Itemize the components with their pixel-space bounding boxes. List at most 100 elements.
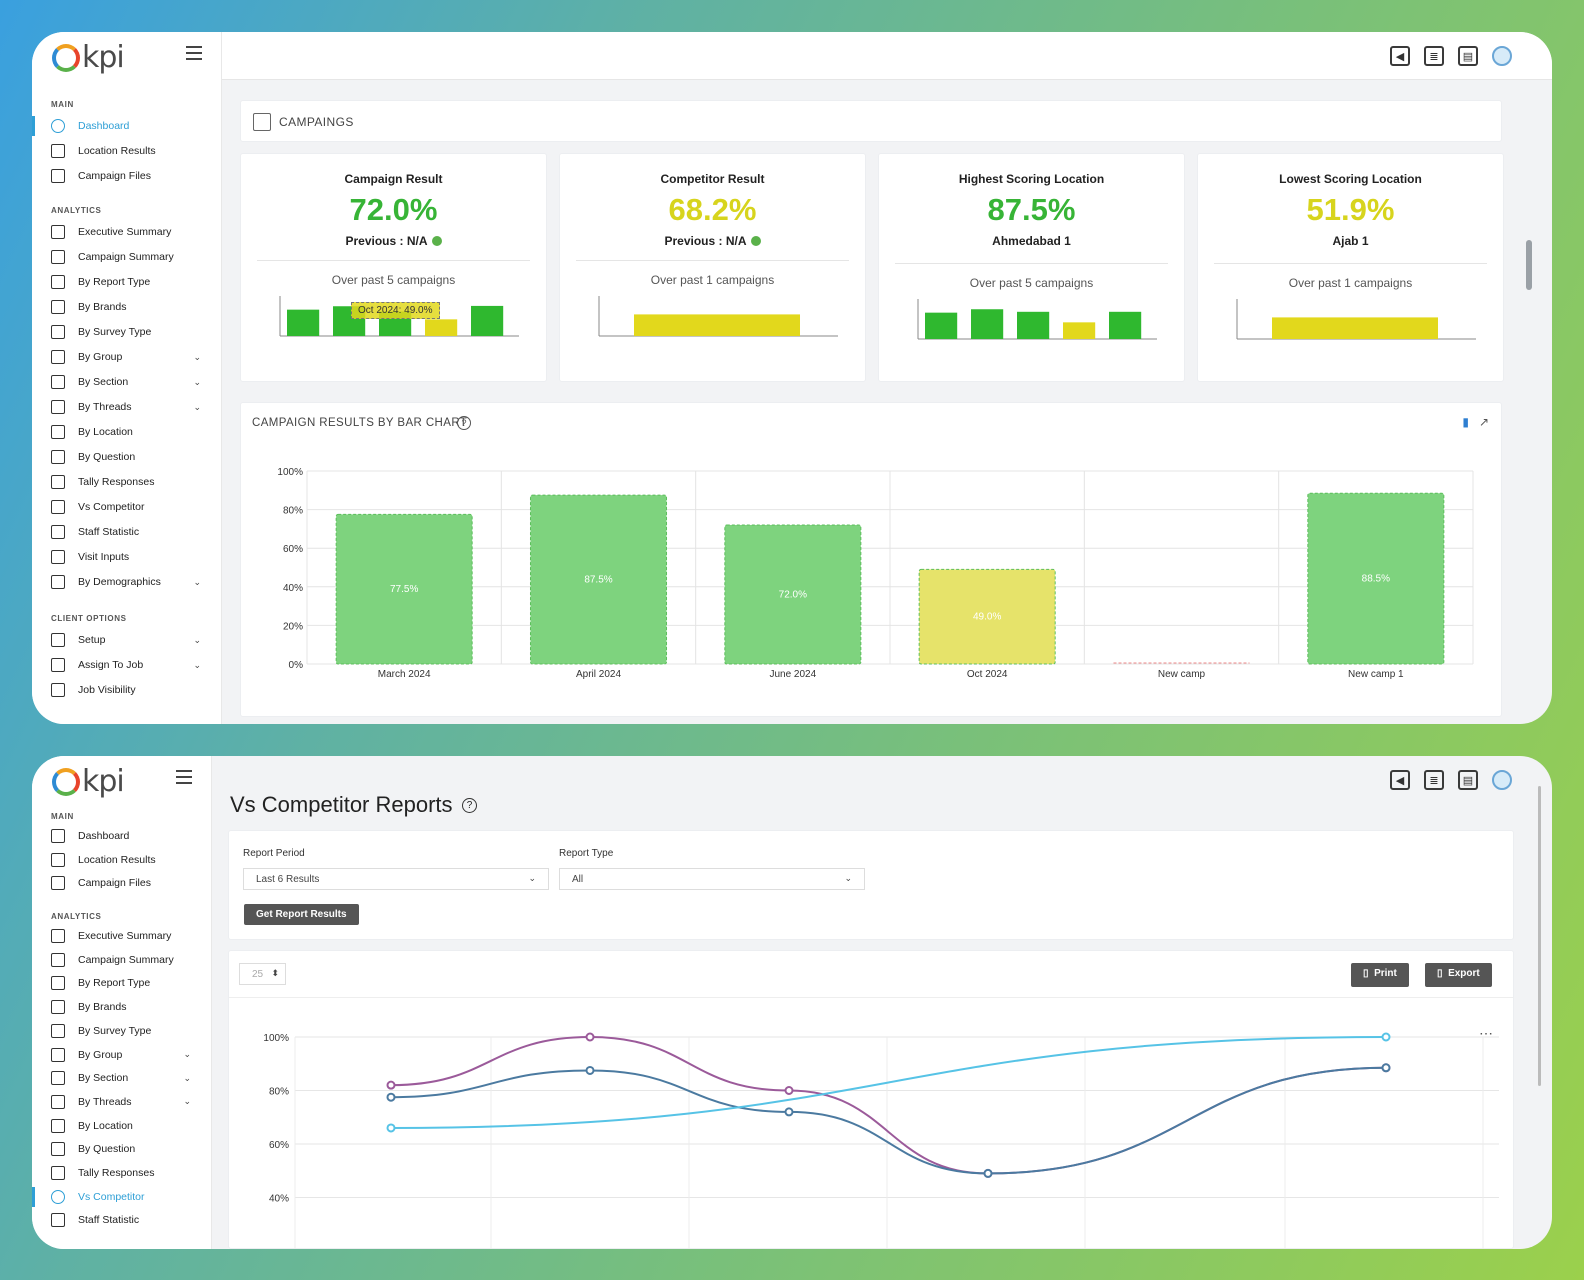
sidebar-item-by-brands[interactable]: By Brands: [51, 997, 191, 1017]
export-button[interactable]: ▯ Export: [1425, 963, 1492, 987]
kpi-logo[interactable]: kpi: [52, 764, 125, 799]
user-avatar-icon[interactable]: [1492, 770, 1512, 790]
scrollbar[interactable]: [1538, 786, 1541, 1086]
sidebar-item-executive-summary[interactable]: Executive Summary: [51, 926, 191, 946]
sidebar-item-vs-competitor[interactable]: Vs Competitor: [51, 1187, 191, 1207]
sidebar-item-by-report-type[interactable]: By Report Type: [51, 973, 191, 993]
sidebar-item-by-location[interactable]: By Location: [51, 1116, 191, 1136]
mini-bar[interactable]: [925, 312, 958, 339]
data-point[interactable]: [983, 1168, 993, 1178]
sidebar-item-staff-statistic[interactable]: Staff Statistic: [51, 522, 201, 542]
sidebar-item-by-section[interactable]: By Section ⌄: [51, 372, 201, 392]
sidebar-item-dashboard[interactable]: Dashboard: [51, 826, 191, 846]
data-point[interactable]: [585, 1032, 595, 1042]
sidebar-item-by-question[interactable]: By Question: [51, 1139, 191, 1159]
sidebar-item-by-survey-type[interactable]: By Survey Type: [51, 1021, 191, 1041]
mini-bar[interactable]: [1063, 322, 1096, 339]
help-icon[interactable]: ?: [462, 798, 477, 813]
help-icon[interactable]: ?: [457, 416, 471, 430]
sidebar-item-by-question[interactable]: By Question: [51, 447, 201, 467]
sidebar-item-by-group[interactable]: By Group ⌄: [51, 1045, 191, 1065]
mini-bar[interactable]: [1272, 317, 1438, 339]
line-view-icon[interactable]: ↗: [1478, 415, 1489, 429]
sidebar-item-job-visibility[interactable]: Job Visibility: [51, 680, 201, 700]
sidebar-item-tally-responses[interactable]: Tally Responses: [51, 472, 201, 492]
sidebar-item-by-location[interactable]: By Location: [51, 422, 201, 442]
y-tick-label: 0%: [289, 660, 304, 671]
get-report-results-button[interactable]: Get Report Results: [244, 904, 359, 925]
sidebar-item-by-group[interactable]: By Group ⌄: [51, 347, 201, 367]
sidebar-item-location-results[interactable]: Location Results: [51, 141, 201, 161]
sidebar-item-campaign-summary[interactable]: Campaign Summary: [51, 950, 191, 970]
divider: [257, 260, 530, 261]
sidebar: kpi MAIN Dashboard Location Results Campaig…: [32, 32, 222, 724]
bar[interactable]: [529, 494, 668, 665]
sidebar-item-assign-to-job[interactable]: Assign To Job ⌄: [51, 655, 201, 675]
bar[interactable]: [1307, 492, 1445, 665]
by-question-icon: [51, 450, 65, 464]
kpi-value: 87.5%: [987, 192, 1076, 227]
sidebar-item-vs-competitor[interactable]: Vs Competitor: [51, 497, 201, 517]
print-button[interactable]: ▯ Print: [1351, 963, 1409, 987]
book-icon[interactable]: ▤: [1458, 46, 1478, 66]
sidebar-item-label: Campaign Files: [78, 877, 151, 890]
megaphone-icon[interactable]: ◀: [1390, 770, 1410, 790]
sidebar-item-by-brands[interactable]: By Brands: [51, 297, 201, 317]
checklist-icon[interactable]: ≣: [1424, 46, 1444, 66]
kpi-note: Over past 5 campaigns: [969, 276, 1094, 290]
sidebar-item-location-results[interactable]: Location Results: [51, 850, 191, 870]
bar[interactable]: [918, 568, 1056, 665]
bar-value-label: 77.5%: [390, 584, 418, 595]
sidebar-item-tally-responses[interactable]: Tally Responses: [51, 1163, 191, 1183]
mini-bar[interactable]: [425, 319, 458, 336]
sidebar-item-by-section[interactable]: By Section ⌄: [51, 1068, 191, 1088]
sidebar-item-by-threads[interactable]: By Threads ⌄: [51, 397, 201, 417]
data-point[interactable]: [386, 1092, 396, 1102]
staff-statistic-icon: [51, 1213, 65, 1228]
campaign-summary-icon: [51, 250, 65, 264]
user-avatar-icon[interactable]: [1492, 46, 1512, 66]
bar[interactable]: [724, 524, 862, 665]
sidebar-item-by-survey-type[interactable]: By Survey Type: [51, 322, 201, 342]
data-point[interactable]: [386, 1123, 396, 1133]
data-point[interactable]: [386, 1080, 396, 1090]
hamburger-menu-icon[interactable]: [186, 46, 202, 60]
mini-bar[interactable]: [1017, 311, 1050, 339]
sidebar-item-by-report-type[interactable]: By Report Type: [51, 272, 201, 292]
book-icon[interactable]: ▤: [1458, 770, 1478, 790]
data-point[interactable]: [784, 1107, 794, 1117]
sidebar-item-dashboard[interactable]: Dashboard: [51, 116, 201, 136]
hamburger-menu-icon[interactable]: [176, 770, 192, 784]
series-line[interactable]: [390, 1035, 1387, 1175]
mini-bar[interactable]: [971, 309, 1004, 339]
sidebar-item-campaign-files[interactable]: Campaign Files: [51, 873, 191, 893]
sidebar-item-executive-summary[interactable]: Executive Summary: [51, 222, 201, 242]
mini-bar[interactable]: [287, 309, 320, 336]
x-tick-label: March 2024: [378, 669, 431, 680]
sidebar-item-campaign-files[interactable]: Campaign Files: [51, 166, 201, 186]
kpi-logo[interactable]: kpi: [52, 40, 125, 75]
data-point[interactable]: [784, 1086, 794, 1095]
data-point[interactable]: [1381, 1032, 1391, 1042]
bar[interactable]: [335, 513, 473, 665]
page-size-select[interactable]: 25 ⬍: [239, 963, 286, 985]
checklist-icon[interactable]: ≣: [1424, 770, 1444, 790]
mini-bar[interactable]: [1109, 311, 1142, 339]
mini-bar[interactable]: [471, 305, 504, 336]
report-period-select[interactable]: Last 6 Results ⌄: [243, 868, 549, 890]
data-point[interactable]: [585, 1065, 595, 1075]
data-point[interactable]: [1381, 1063, 1391, 1073]
sidebar-item-staff-statistic[interactable]: Staff Statistic: [51, 1210, 191, 1230]
mini-bar[interactable]: [634, 314, 800, 336]
sidebar-item-by-threads[interactable]: By Threads ⌄: [51, 1092, 191, 1112]
bar-view-icon[interactable]: ▮: [1462, 415, 1469, 429]
series-line[interactable]: [390, 1036, 1387, 1129]
sidebar-item-setup[interactable]: Setup ⌄: [51, 630, 201, 650]
sidebar-item-by-demographics[interactable]: By Demographics ⌄: [51, 572, 201, 592]
series-line[interactable]: [390, 1066, 1387, 1175]
scrollbar[interactable]: [1526, 240, 1532, 290]
sidebar-item-campaign-summary[interactable]: Campaign Summary: [51, 247, 201, 267]
megaphone-icon[interactable]: ◀: [1390, 46, 1410, 66]
sidebar-item-visit-inputs[interactable]: Visit Inputs: [51, 547, 201, 567]
report-type-select[interactable]: All ⌄: [559, 868, 865, 890]
